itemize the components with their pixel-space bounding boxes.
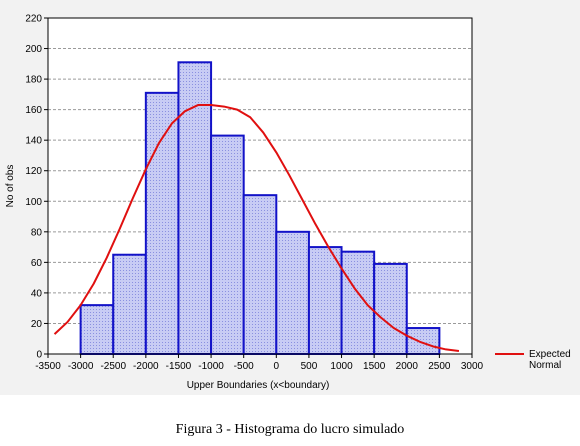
y-tick-label: 120 (25, 166, 42, 177)
chart-figure: 0 20 40 60 80 100 120 140 160 180 200 220 -3500 -3000… (0, 0, 580, 395)
x-tick-label: -3000 (68, 361, 94, 372)
y-axis-title: No of obs (5, 165, 16, 208)
y-tick-label: 40 (31, 288, 43, 299)
histogram-bar (79, 304, 115, 355)
y-tick-label: 160 (25, 105, 42, 116)
legend-label-line-1: Expected (529, 349, 571, 360)
x-tick-label: -500 (234, 361, 254, 372)
histogram-bar (275, 230, 310, 355)
y-tick-label: 180 (25, 75, 42, 86)
y-tick-label: 200 (25, 44, 42, 55)
x-tick-label: 2500 (428, 361, 451, 372)
x-tick-label: -2500 (100, 361, 126, 372)
y-tick-label: 100 (25, 197, 42, 208)
y-tick-label: 20 (31, 319, 43, 330)
y-tick-label: 220 (25, 14, 42, 25)
x-tick-label: 1000 (330, 361, 353, 372)
legend: Expected Normal (495, 349, 571, 371)
legend-label-line-2: Normal (529, 360, 561, 371)
x-tick-label: -2000 (133, 361, 159, 372)
histogram-bar (405, 327, 441, 356)
histogram-chart: 0 20 40 60 80 100 120 140 160 180 200 220 -3500 -3000… (5, 14, 571, 392)
y-tick-label: 140 (25, 136, 42, 147)
histogram-bar (210, 134, 245, 355)
x-tick-label: -3500 (35, 361, 61, 372)
histogram-bar (242, 194, 278, 355)
x-tick-label: 1500 (363, 361, 386, 372)
x-tick-label: 0 (274, 361, 280, 372)
y-tick-label: 60 (31, 258, 43, 269)
plot-frame (47, 17, 473, 355)
x-tick-label: 2000 (396, 361, 419, 372)
y-tick-label: 0 (36, 350, 42, 361)
histogram-bar (307, 246, 343, 355)
histogram-bar (144, 91, 180, 355)
x-axis-title: Upper Boundaries (x<boundary) (187, 380, 330, 391)
x-tick-label: 3000 (461, 361, 484, 372)
histogram-bar (340, 250, 376, 355)
x-tick-label: -1500 (166, 361, 192, 372)
histogram-bar (373, 262, 408, 355)
histogram-bar (112, 253, 147, 356)
y-tick-label: 80 (31, 227, 43, 238)
normal-curve-line (53, 104, 460, 352)
x-tick-label: -1000 (198, 361, 224, 372)
x-tick-label: 500 (301, 361, 318, 372)
figure-caption: Figura 3 - Histograma do lucro simulado (175, 422, 405, 437)
